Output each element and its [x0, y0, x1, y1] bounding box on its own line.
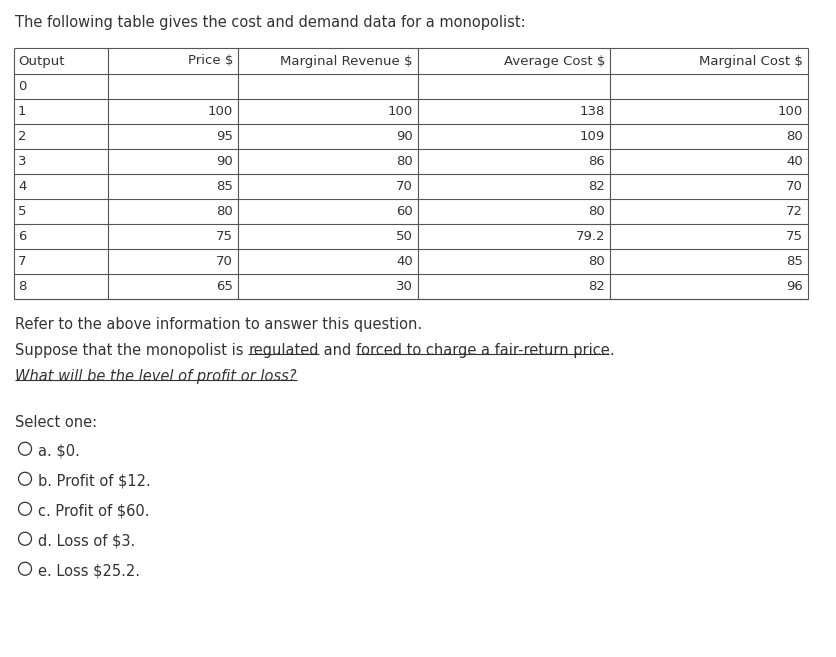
Text: Price $: Price $ — [187, 55, 232, 68]
Text: 80: 80 — [395, 155, 412, 168]
Text: 70: 70 — [216, 255, 232, 268]
Text: .: . — [609, 343, 614, 358]
Text: 79.2: 79.2 — [575, 230, 604, 243]
Text: regulated: regulated — [247, 343, 319, 358]
Text: 75: 75 — [785, 230, 802, 243]
Text: 1: 1 — [18, 105, 27, 118]
Text: Select one:: Select one: — [15, 415, 97, 430]
Text: 90: 90 — [216, 155, 232, 168]
Text: 86: 86 — [588, 155, 604, 168]
Text: Output: Output — [18, 55, 64, 68]
Text: 40: 40 — [785, 155, 802, 168]
Text: b. Profit of $12.: b. Profit of $12. — [38, 473, 150, 488]
Text: 50: 50 — [395, 230, 412, 243]
Text: a. $0.: a. $0. — [38, 443, 79, 458]
Text: d. Loss of $3.: d. Loss of $3. — [38, 533, 135, 548]
Text: Refer to the above information to answer this question.: Refer to the above information to answer… — [15, 317, 421, 332]
Text: 0: 0 — [18, 80, 27, 93]
Text: 40: 40 — [395, 255, 412, 268]
Text: 80: 80 — [588, 255, 604, 268]
Text: 75: 75 — [216, 230, 232, 243]
Text: 82: 82 — [588, 280, 604, 293]
Text: What will be the level of profit or loss?: What will be the level of profit or loss… — [15, 369, 296, 384]
Text: forced to charge a fair-return price: forced to charge a fair-return price — [355, 343, 609, 358]
Text: 90: 90 — [395, 130, 412, 143]
Text: Marginal Cost $: Marginal Cost $ — [698, 55, 802, 68]
Text: 85: 85 — [785, 255, 802, 268]
Text: Average Cost $: Average Cost $ — [503, 55, 604, 68]
Text: 3: 3 — [18, 155, 27, 168]
Text: 80: 80 — [216, 205, 232, 218]
Text: 60: 60 — [395, 205, 412, 218]
Text: 82: 82 — [588, 180, 604, 193]
Text: 100: 100 — [777, 105, 802, 118]
Text: 100: 100 — [387, 105, 412, 118]
Text: e. Loss $25.2.: e. Loss $25.2. — [38, 563, 140, 578]
Text: 6: 6 — [18, 230, 27, 243]
Text: 30: 30 — [395, 280, 412, 293]
Text: 138: 138 — [579, 105, 604, 118]
Text: 2: 2 — [18, 130, 27, 143]
Text: 72: 72 — [785, 205, 802, 218]
Text: and: and — [319, 343, 355, 358]
Text: 95: 95 — [216, 130, 232, 143]
Text: Suppose that the monopolist is: Suppose that the monopolist is — [15, 343, 247, 358]
Text: Marginal Revenue $: Marginal Revenue $ — [280, 55, 412, 68]
Text: 8: 8 — [18, 280, 27, 293]
Text: 70: 70 — [395, 180, 412, 193]
Text: 4: 4 — [18, 180, 27, 193]
Text: 96: 96 — [785, 280, 802, 293]
Text: c. Profit of $60.: c. Profit of $60. — [38, 503, 149, 518]
Text: 80: 80 — [785, 130, 802, 143]
Text: The following table gives the cost and demand data for a monopolist:: The following table gives the cost and d… — [15, 15, 525, 30]
Text: 109: 109 — [579, 130, 604, 143]
Text: 5: 5 — [18, 205, 27, 218]
Text: 65: 65 — [216, 280, 232, 293]
Text: 85: 85 — [216, 180, 232, 193]
Text: 100: 100 — [207, 105, 232, 118]
Text: 7: 7 — [18, 255, 27, 268]
Text: 70: 70 — [785, 180, 802, 193]
Text: 80: 80 — [588, 205, 604, 218]
